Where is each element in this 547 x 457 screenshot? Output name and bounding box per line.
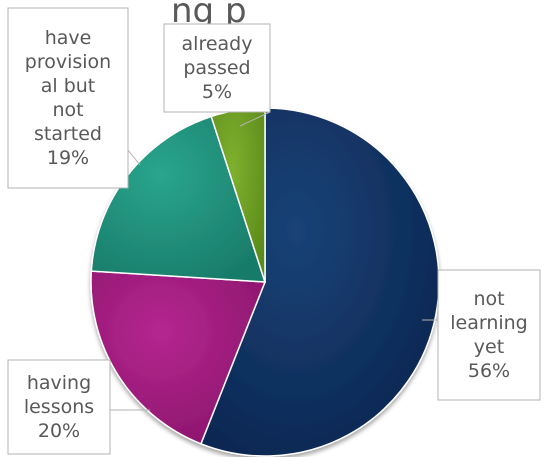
slice-category-label: learning bbox=[450, 312, 528, 334]
slice-category-label: lessons bbox=[24, 396, 94, 418]
callout-box bbox=[7, 359, 111, 455]
callout-box bbox=[163, 23, 271, 113]
callout-box bbox=[437, 269, 541, 401]
slice-value-label: 56% bbox=[468, 360, 510, 382]
pie-slice-having-lessons bbox=[90, 270, 267, 445]
slice-value-label: 5% bbox=[202, 81, 232, 103]
slice-category-label: yet bbox=[474, 336, 504, 358]
slice-category-label: having bbox=[27, 372, 91, 394]
slice-category-label: already bbox=[182, 33, 253, 55]
slice-category-label: provision bbox=[25, 51, 111, 73]
leader-line bbox=[127, 149, 141, 166]
pie-slice-not-learning-yet bbox=[199, 107, 440, 457]
slice-category-label: al but bbox=[41, 75, 96, 97]
slice-value-label: 20% bbox=[38, 420, 80, 442]
callout-box bbox=[7, 7, 129, 189]
slice-category-label: started bbox=[34, 123, 102, 145]
slice-category-label: not bbox=[473, 288, 504, 310]
slice-category-label: passed bbox=[183, 57, 250, 79]
leader-lines bbox=[110, 111, 438, 411]
slice-value-label: 19% bbox=[47, 147, 89, 169]
slice-category-label: not bbox=[52, 99, 83, 121]
pie-slices bbox=[90, 107, 440, 457]
leader-line bbox=[239, 111, 271, 127]
slice-callouts: notlearningyet56%havinglessons20%havepro… bbox=[7, 7, 541, 455]
slice-category-label: have bbox=[45, 27, 92, 49]
